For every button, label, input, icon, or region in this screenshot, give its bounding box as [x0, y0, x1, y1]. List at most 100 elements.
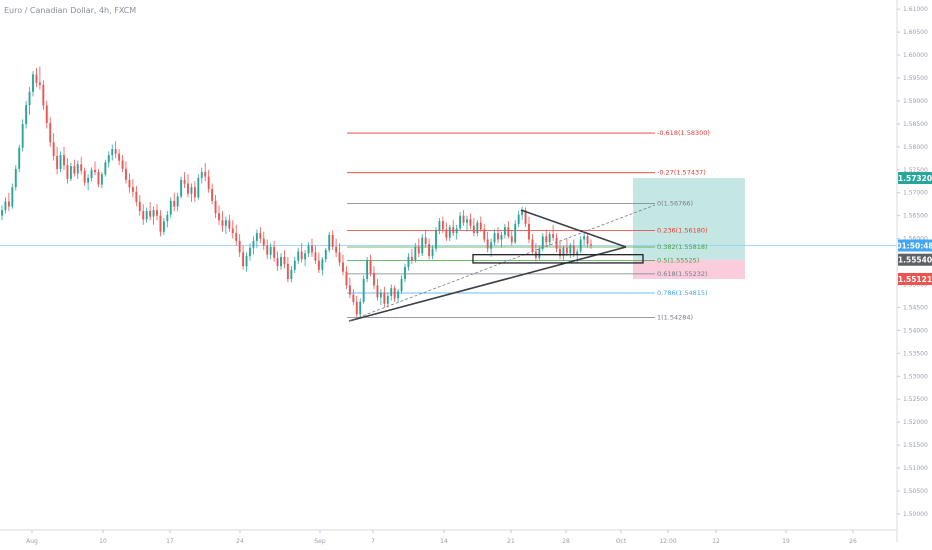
candle-body — [483, 229, 486, 240]
x-tick-label: 17 — [166, 538, 174, 545]
candle-body — [304, 253, 307, 260]
candle-body — [245, 256, 248, 267]
candle-body — [97, 172, 100, 185]
y-tick-label: 1.52500 — [903, 396, 928, 403]
candle-body — [173, 200, 176, 207]
loss-zone[interactable] — [633, 259, 745, 279]
y-tick-label: 1.60500 — [903, 29, 928, 36]
y-tick-label: 1.58500 — [903, 121, 928, 128]
candle-body — [410, 256, 413, 261]
candle-body — [307, 245, 310, 254]
candle-body — [521, 210, 524, 215]
y-tick-label: 1.58000 — [903, 144, 928, 151]
candle-body — [128, 179, 131, 188]
candle-body — [14, 168, 17, 188]
candle-body — [338, 252, 341, 263]
candle-body — [397, 291, 400, 299]
candle-body — [314, 252, 317, 261]
candle-body — [1, 210, 3, 216]
support-zone-box[interactable] — [472, 254, 644, 264]
candle-body — [255, 233, 258, 241]
candle-body — [476, 222, 479, 234]
y-tick-label: 1.50000 — [903, 511, 928, 518]
candle-body — [497, 233, 499, 240]
candle-body — [238, 240, 241, 253]
candle-body — [156, 210, 158, 216]
candle-body — [507, 227, 510, 237]
candle-body — [104, 162, 107, 175]
candle-body — [66, 165, 69, 179]
x-tick-label: Aug — [26, 538, 38, 545]
candle-body — [59, 155, 62, 169]
x-tick-label: 21 — [507, 538, 515, 545]
candle-body — [528, 223, 530, 240]
candle-body — [383, 292, 386, 304]
candle-body — [431, 248, 434, 257]
candle-body — [28, 91, 31, 106]
candle-body — [510, 236, 513, 243]
y-tick-label: 1.50500 — [903, 488, 928, 495]
candle-body — [362, 278, 365, 302]
candle-body — [125, 168, 127, 180]
candle-body — [355, 301, 358, 315]
fib-level-label: -0.618(1.58300) — [657, 129, 710, 137]
candle-body — [18, 147, 21, 169]
candle-body — [32, 74, 34, 92]
candle-body — [479, 222, 482, 230]
x-tick-label: 24 — [236, 538, 244, 545]
candle-body — [345, 271, 348, 286]
candle-body — [45, 105, 48, 123]
candle-body — [359, 301, 362, 315]
candle-body — [448, 227, 451, 238]
fib-level-label: 0.618(1.55232) — [657, 270, 708, 278]
candle-body — [21, 123, 24, 148]
x-tick-label: 28 — [562, 538, 570, 545]
candle-body — [235, 233, 238, 241]
triangle-lower-trendline[interactable] — [348, 246, 627, 322]
candle-body — [183, 179, 186, 184]
candle-body — [324, 250, 327, 260]
candle-body — [555, 237, 558, 249]
candle-body — [590, 244, 592, 246]
candle-body — [176, 196, 179, 207]
candle-body — [428, 244, 431, 257]
candle-body — [25, 105, 28, 124]
candle-body — [190, 187, 193, 194]
y-tick-label: 1.56000 — [903, 236, 928, 243]
candle-body — [276, 257, 279, 267]
candle-body — [297, 251, 300, 261]
fib-trend-dashed-line[interactable] — [348, 204, 656, 322]
candle-body — [541, 236, 544, 249]
profit-zone[interactable] — [633, 178, 745, 260]
y-tick-label: 1.59500 — [903, 75, 928, 82]
fib-level-label: 0.786(1.54815) — [657, 289, 708, 297]
candle-body — [545, 236, 548, 243]
price-badge — [898, 239, 932, 252]
x-tick-label: 26 — [849, 538, 857, 545]
y-tick-label: 1.56500 — [903, 213, 928, 220]
candle-body — [35, 74, 38, 83]
candle-body — [348, 285, 351, 295]
candle-body — [321, 259, 324, 270]
candle-body — [200, 172, 203, 179]
price-badge-label: 1.57320 — [898, 174, 932, 183]
candle-body — [486, 239, 489, 249]
candle-body — [290, 269, 293, 279]
x-tick-label: 12 — [712, 538, 720, 545]
candle-body — [152, 210, 155, 217]
candle-body — [569, 245, 572, 254]
candle-body — [441, 221, 444, 230]
candle-body — [107, 155, 110, 163]
triangle-upper-trendline[interactable] — [520, 209, 627, 248]
y-tick-label: 1.57500 — [903, 167, 928, 174]
candle-body — [94, 169, 96, 173]
candle-body — [204, 172, 207, 177]
candle-body — [517, 214, 520, 224]
candle-body — [366, 260, 369, 279]
candle-body — [7, 201, 10, 207]
y-tick-label: 1.52000 — [903, 419, 928, 426]
candle-body — [207, 176, 210, 190]
candle-body — [49, 122, 52, 143]
y-tick-label: 1.54500 — [903, 304, 928, 311]
